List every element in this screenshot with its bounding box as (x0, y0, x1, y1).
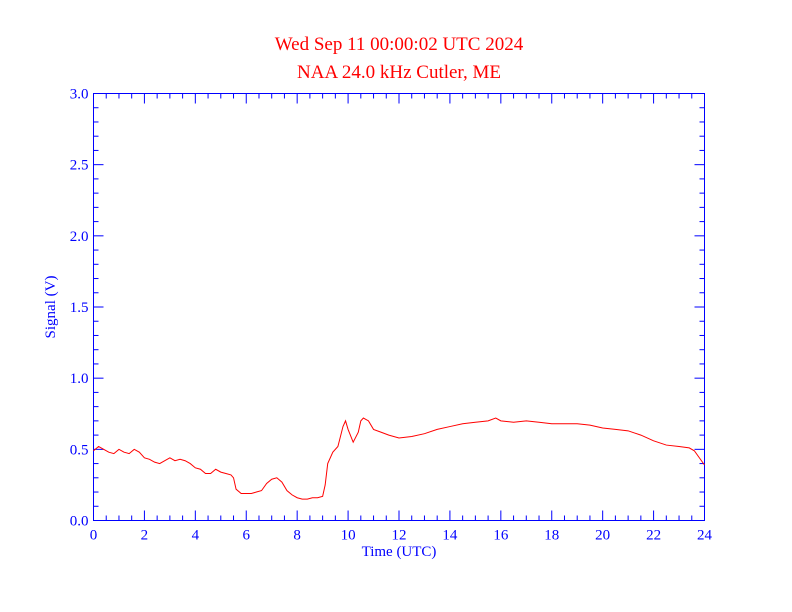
x-tick-label: 16 (493, 528, 509, 544)
x-axis-tick-labels: 0 2 4 6 8 10 12 14 16 18 20 22 24 (90, 528, 713, 544)
series-line (93, 417, 705, 500)
y-tick-label: 1.0 (70, 371, 89, 387)
x-tick-label: 0 (90, 528, 98, 544)
x-axis-label: Time (UTC) (362, 544, 437, 560)
x-tick-label: 8 (293, 528, 301, 544)
y-tick-label: 2.0 (70, 229, 89, 245)
x-tick-label: 4 (192, 528, 200, 544)
x-tick-label: 12 (392, 528, 407, 544)
x-tick-label: 14 (442, 528, 458, 544)
series-group (93, 417, 705, 500)
x-tick-label: 24 (697, 528, 713, 544)
plot-frame (93, 93, 705, 521)
x-tick-label: 22 (646, 528, 661, 544)
x-tick-label: 10 (341, 528, 356, 544)
x-axis-ticks (93, 93, 705, 521)
x-tick-label: 20 (595, 528, 610, 544)
chart-subtitle: NAA 24.0 kHz Cutler, ME (297, 62, 501, 83)
y-tick-label: 0.0 (70, 514, 89, 530)
y-axis-ticks (93, 93, 705, 521)
y-axis-label: Signal (V) (43, 276, 59, 339)
x-tick-label: 6 (243, 528, 251, 544)
y-tick-label: 3.0 (70, 87, 89, 103)
x-tick-label: 2 (141, 528, 149, 544)
y-tick-label: 1.5 (70, 300, 89, 316)
y-axis-tick-labels: 0.0 0.5 1.0 1.5 2.0 2.5 3.0 (70, 87, 89, 530)
chart-title: Wed Sep 11 00:00:02 UTC 2024 (275, 34, 524, 55)
y-tick-label: 0.5 (70, 442, 89, 458)
y-tick-label: 2.5 (70, 158, 89, 174)
x-tick-label: 18 (544, 528, 559, 544)
